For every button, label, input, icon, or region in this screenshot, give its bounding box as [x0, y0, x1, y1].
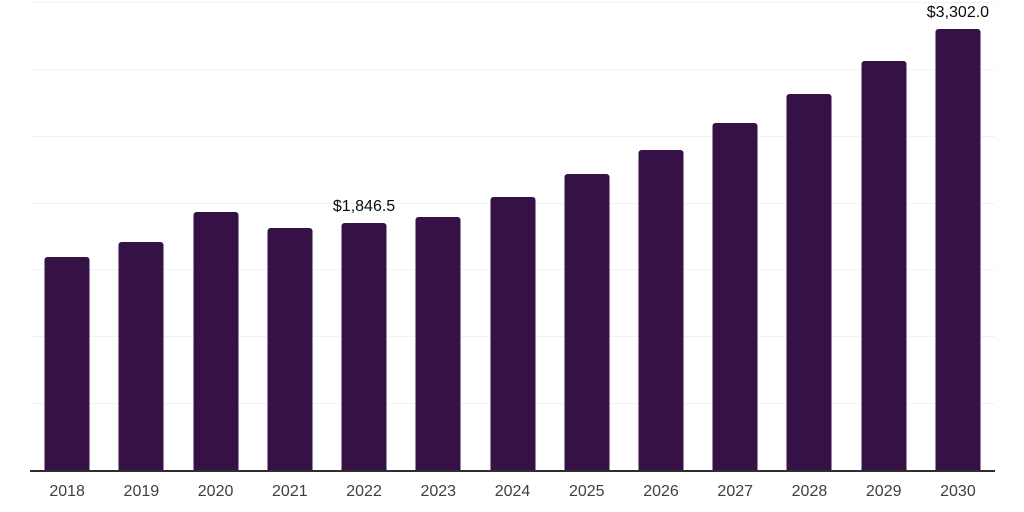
x-tick-2024: 2024	[494, 483, 531, 500]
value-label-2022: $1,846.5	[332, 198, 396, 216]
gridline	[30, 68, 995, 70]
bar-slot-2018	[30, 2, 104, 470]
bar-2030	[935, 28, 981, 470]
bars: $1,846.5 $3,302.0	[30, 2, 995, 470]
x-tick-2020: 2020	[197, 483, 234, 500]
bar-slot-2024	[475, 2, 549, 470]
x-tick-2018: 2018	[49, 483, 85, 500]
bar-2020	[193, 211, 239, 470]
x-tick-2029: 2029	[865, 483, 902, 500]
bar-slot-2020	[178, 2, 252, 470]
bar-2029	[861, 60, 907, 470]
bar-2023	[415, 217, 461, 470]
x-tick-2026: 2026	[643, 483, 679, 500]
x-tick-2025: 2025	[568, 483, 605, 500]
x-tick-2022: 2022	[346, 483, 382, 500]
bar-slot-2030: $3,302.0	[921, 2, 995, 470]
bar-slot-2021	[253, 2, 327, 470]
value-label-2030: $3,302.0	[926, 3, 990, 21]
bar-slot-2023	[401, 2, 475, 470]
x-axis-labels: 2018 2019 2020 2021 2022 2023 2024 2025 2026 2027…	[30, 483, 995, 501]
gridline	[30, 2, 995, 3]
x-axis-line	[30, 470, 995, 472]
bar-2018	[44, 257, 90, 470]
bar-2024	[490, 196, 536, 470]
x-tick-2023: 2023	[420, 483, 457, 500]
bar-slot-2028	[772, 2, 846, 470]
bar-2019	[118, 242, 164, 470]
x-tick-2019: 2019	[123, 483, 160, 500]
bar-slot-2027	[698, 2, 772, 470]
plot-area: $1,846.5 $3,302.0	[30, 2, 995, 472]
gridline	[30, 135, 995, 137]
x-tick-2030: 2030	[940, 483, 976, 500]
bar-2021	[267, 228, 313, 470]
bar-slot-2022: $1,846.5	[327, 2, 401, 470]
x-tick-2021: 2021	[272, 483, 308, 500]
bar-slot-2026	[624, 2, 698, 470]
bar-2028	[786, 94, 832, 470]
x-tick-2028: 2028	[791, 483, 828, 500]
bar-2026	[638, 150, 684, 470]
bar-2022	[341, 223, 387, 470]
bar-slot-2029	[847, 2, 921, 470]
bar-slot-2019	[104, 2, 178, 470]
bar-2025	[564, 173, 610, 470]
bar-slot-2025	[550, 2, 624, 470]
bar-2027	[712, 123, 758, 470]
x-tick-2027: 2027	[717, 483, 754, 500]
